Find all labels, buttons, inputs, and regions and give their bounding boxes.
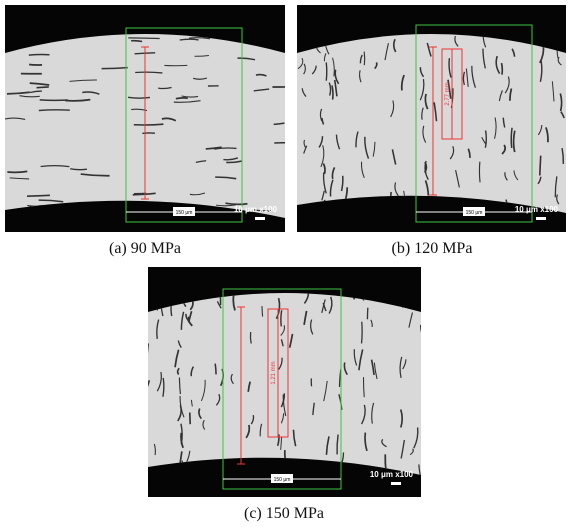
scale-label: 10 μm x100	[515, 205, 559, 214]
crack	[29, 64, 42, 65]
crack	[540, 156, 541, 176]
crack	[262, 306, 263, 316]
crack-depth-label: 1.21 mm	[271, 361, 277, 384]
scale-label: 10 μm x100	[234, 205, 278, 214]
crack	[29, 55, 50, 56]
crack	[176, 98, 188, 99]
crack	[27, 195, 50, 196]
scale-bar	[391, 482, 401, 485]
scale-bar	[536, 217, 546, 220]
crack	[37, 87, 49, 88]
crack	[215, 364, 216, 375]
scale-bar	[255, 217, 265, 220]
micrograph: 2.77 mm 150 μm 10 μm x100	[297, 5, 566, 232]
width-label: 150 μm	[466, 210, 483, 216]
scale-label: 10 μm x100	[370, 470, 414, 479]
crack	[479, 162, 480, 183]
crack	[274, 143, 285, 144]
crack	[7, 171, 27, 172]
crack	[502, 63, 503, 75]
crack-depth-label: 2.77 mm	[445, 82, 451, 105]
caption: (c) 150 MPa	[214, 505, 354, 523]
crack	[332, 85, 333, 99]
figure: 150 μm10 μm x100(a) 90 MPa2.77 mm150 μm1…	[0, 0, 570, 527]
micrograph: 1.21 mm 150 μm 10 μm x100	[148, 267, 421, 497]
crack	[128, 38, 159, 39]
crack	[142, 133, 155, 134]
micrograph: 150 μm 10 μm x100	[5, 5, 285, 232]
caption: (a) 90 MPa	[75, 240, 215, 258]
crack	[362, 322, 363, 344]
width-label: 150 μm	[176, 210, 193, 216]
crack	[364, 52, 365, 66]
width-label: 150 μm	[274, 477, 291, 483]
crack	[134, 124, 164, 125]
caption: (b) 120 MPa	[362, 240, 502, 258]
crack	[131, 41, 142, 42]
crack	[250, 332, 251, 343]
crack	[281, 310, 282, 326]
crack	[511, 128, 512, 148]
crack	[39, 110, 70, 111]
crack	[40, 100, 68, 101]
specimen-band	[297, 34, 566, 213]
